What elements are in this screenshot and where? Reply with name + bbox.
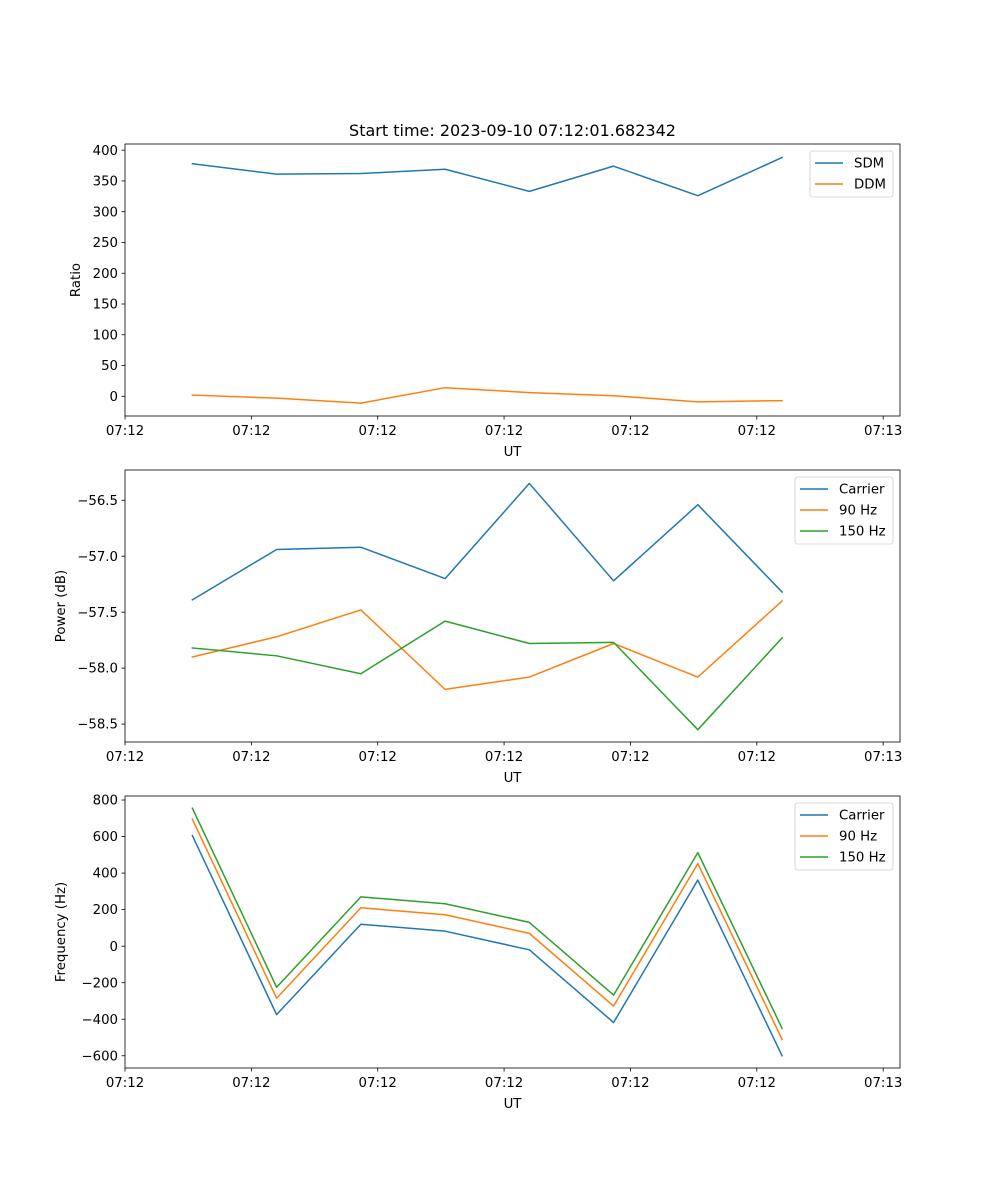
x-tick-label: 07:12 <box>232 424 270 439</box>
legend-label-carrier: Carrier <box>839 483 885 498</box>
x-tick-label: 07:12 <box>485 1076 523 1091</box>
y-tick-label: 50 <box>101 359 118 374</box>
y-axis-label: Frequency (Hz) <box>54 882 69 982</box>
legend: Carrier 90 Hz 150 Hz <box>794 476 894 545</box>
y-tick-label: −200 <box>81 976 118 991</box>
y-tick-label: −57.0 <box>77 550 118 565</box>
y-tick-label: 400 <box>93 144 118 159</box>
series-line-carrier <box>191 482 784 601</box>
x-axis-label: UT <box>504 771 523 786</box>
x-tick-label: 07:12 <box>611 750 649 765</box>
y-tick-label: 400 <box>93 867 118 882</box>
legend: Carrier 90 Hz 150 Hz <box>794 802 894 871</box>
y-tick-label: 200 <box>93 903 118 918</box>
x-tick-label: 07:12 <box>611 1076 649 1091</box>
y-tick-label: 600 <box>93 830 118 845</box>
legend-label-carrier: Carrier <box>839 809 885 824</box>
x-tick-label: 07:12 <box>106 424 144 439</box>
y-tick-label: −58.0 <box>77 662 118 677</box>
x-axis-label: UT <box>504 445 523 460</box>
x-tick-label: 07:12 <box>359 1076 397 1091</box>
legend-label-150-hz: 150 Hz <box>839 851 886 866</box>
x-tick-label: 07:12 <box>359 750 397 765</box>
y-tick-label: −56.5 <box>77 494 118 509</box>
x-tick-label: 07:13 <box>864 1076 902 1091</box>
x-axis-label: UT <box>504 1097 523 1112</box>
legend: SDM DDM <box>809 150 894 198</box>
y-tick-label: −400 <box>81 1013 118 1028</box>
y-tick-label: 300 <box>93 205 118 220</box>
axes-frame <box>124 469 901 743</box>
legend-label-90-hz: 90 Hz <box>839 504 877 519</box>
series-line-90-hz <box>191 818 784 1041</box>
x-tick-label: 07:12 <box>611 424 649 439</box>
x-tick-label: 07:12 <box>106 750 144 765</box>
x-tick-label: 07:13 <box>864 750 902 765</box>
legend-frame <box>794 802 894 871</box>
y-tick-label: 150 <box>93 298 118 313</box>
legend-label-150-hz: 150 Hz <box>839 525 886 540</box>
x-tick-label: 07:12 <box>485 750 523 765</box>
series-line-150-hz <box>191 620 784 731</box>
series-line-90-hz <box>191 599 784 691</box>
y-tick-label: −600 <box>81 1049 118 1064</box>
x-tick-label: 07:12 <box>232 1076 270 1091</box>
x-tick-label: 07:12 <box>232 750 270 765</box>
y-tick-label: −58.5 <box>77 718 118 733</box>
legend-frame <box>794 476 894 545</box>
axes-frame <box>124 795 901 1069</box>
axes-frame <box>124 143 901 417</box>
y-axis-label: Ratio <box>69 263 84 297</box>
y-tick-label: 250 <box>93 236 118 251</box>
axes-2: 07:12 07:12 07:12 07:12 07:12 07:12 07:13 −58.5… <box>54 469 902 786</box>
axes-1: 07:12 07:12 07:12 07:12 07:12 07:12 07:13 0 50 10… <box>69 121 902 460</box>
series-line-sdm <box>191 156 784 197</box>
series-line-ddm <box>191 386 783 404</box>
y-tick-label: 0 <box>110 390 118 405</box>
plots-container: 07:12 07:12 07:12 07:12 07:12 07:12 07:13 0 50 10… <box>54 121 902 1112</box>
chart-title: Start time: 2023-09-10 07:12:01.682342 <box>349 121 676 140</box>
x-tick-label: 07:12 <box>738 1076 776 1091</box>
series-line-carrier <box>191 834 784 1057</box>
y-tick-label: 200 <box>93 267 118 282</box>
x-tick-label: 07:12 <box>359 424 397 439</box>
legend-label-90-hz: 90 Hz <box>839 830 877 845</box>
legend-label-sdm: SDM <box>854 157 884 172</box>
y-axis-label: Power (dB) <box>54 570 69 642</box>
series-line-150-hz <box>191 807 784 1030</box>
legend-label-ddm: DDM <box>854 178 886 193</box>
y-tick-label: 800 <box>93 794 118 809</box>
x-tick-label: 07:12 <box>106 1076 144 1091</box>
x-tick-label: 07:12 <box>485 424 523 439</box>
y-tick-label: 100 <box>93 328 118 343</box>
y-tick-label: 350 <box>93 175 118 190</box>
x-tick-label: 07:12 <box>738 750 776 765</box>
y-tick-label: 0 <box>110 940 118 955</box>
x-tick-label: 07:12 <box>738 424 776 439</box>
axes-3: 07:12 07:12 07:12 07:12 07:12 07:12 07:13 −600 −… <box>54 794 902 1112</box>
y-tick-label: −57.5 <box>77 606 118 621</box>
x-tick-label: 07:13 <box>864 424 902 439</box>
